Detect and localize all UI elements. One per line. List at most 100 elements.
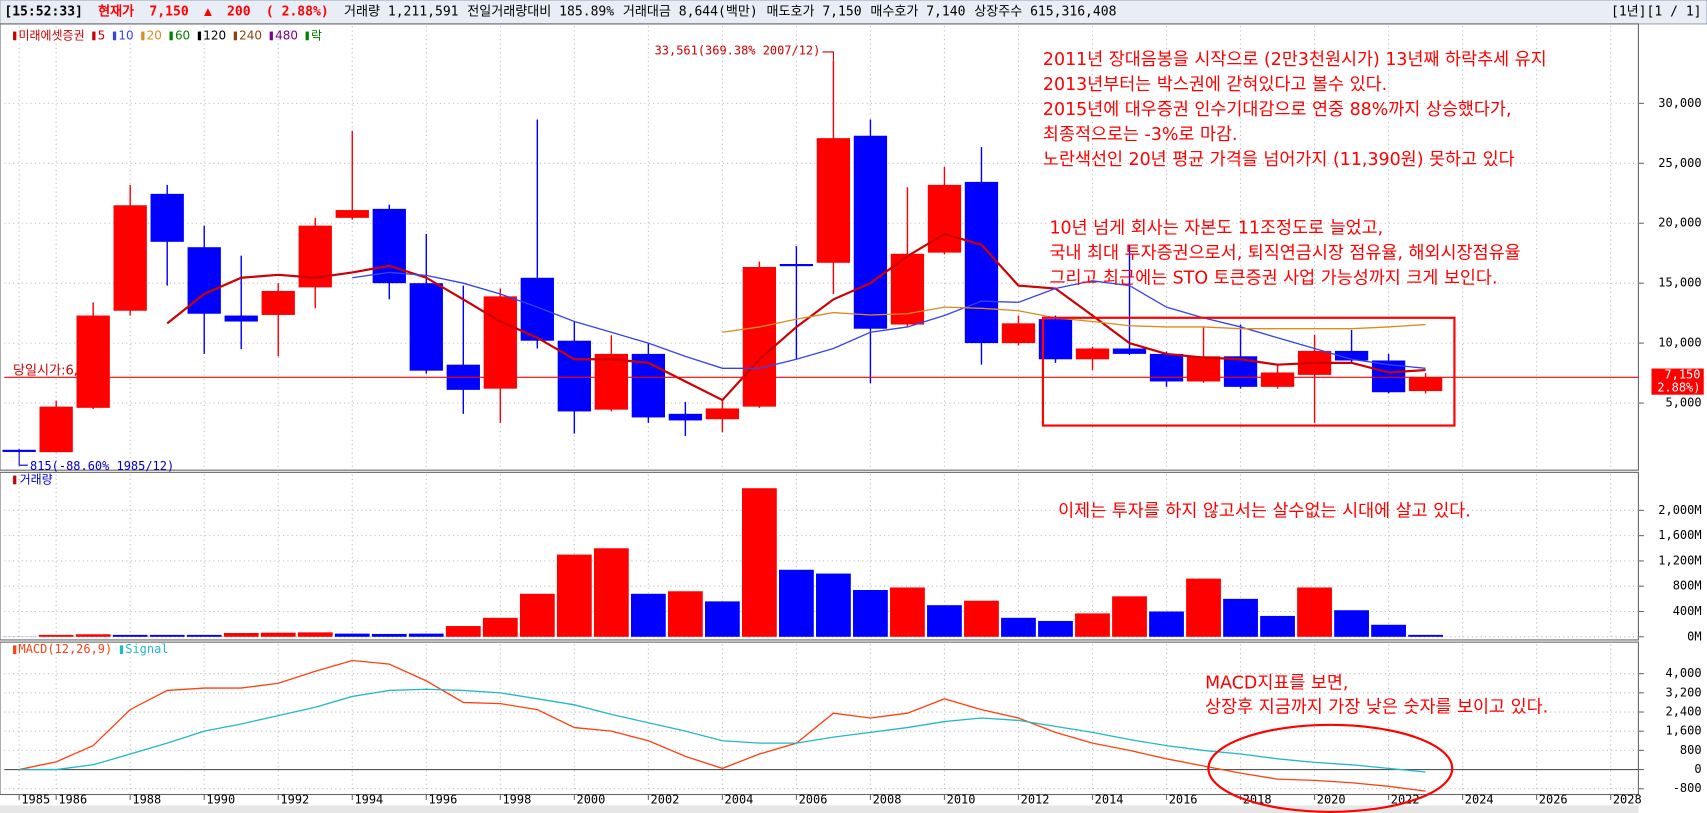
header-text: 200 — [227, 4, 251, 19]
volume-bar — [667, 591, 703, 637]
volume-bar — [186, 634, 222, 637]
high-label: 33,561(369.38% 2007/12) — [655, 43, 821, 57]
candle-body — [1038, 319, 1073, 360]
volume-bar — [260, 632, 296, 637]
x-tick-label: 1985 — [21, 792, 50, 806]
y-tick-label: 5,000 — [1666, 396, 1702, 410]
candle-body — [927, 184, 962, 253]
candle-body — [779, 263, 814, 267]
series-line — [19, 659, 1426, 792]
header-text: ▲ — [204, 4, 212, 19]
low-label: 815(-88.60% 1985/12) — [30, 459, 174, 473]
legend-swatch — [13, 475, 17, 485]
series-line — [19, 688, 1426, 773]
volume-bar — [1149, 611, 1184, 637]
y-tick-label: 30,000 — [1658, 96, 1701, 110]
y-tick-label: 800 — [1680, 743, 1702, 757]
volume-bar — [149, 634, 185, 637]
volume-bar — [1371, 624, 1406, 637]
candle-body — [2, 449, 36, 452]
legend-label: 5 — [98, 28, 106, 42]
legend-swatch — [112, 31, 117, 41]
volume-bar — [890, 587, 925, 637]
x-tick-label: 1992 — [280, 792, 309, 806]
volume-bar — [779, 569, 814, 637]
volume-bar — [1260, 615, 1295, 637]
y-tick-label: 800M — [1673, 579, 1702, 593]
x-tick-label: 1990 — [206, 792, 235, 806]
candle-body — [483, 296, 517, 389]
volume-bar — [964, 600, 999, 637]
low-pointer — [18, 453, 28, 466]
x-tick-label: 2024 — [1465, 792, 1494, 806]
candle-body — [113, 205, 147, 311]
header-item: 전일거래량대비 185.89% — [467, 4, 614, 19]
annotation: 노란색선인 20년 평균 가격을 넘어가지 (11,390원) 못하고 있다 — [1043, 150, 1515, 170]
volume-bar — [816, 573, 851, 637]
candle-body — [224, 315, 258, 322]
legend-swatch — [13, 645, 17, 655]
legend-swatch — [269, 31, 273, 41]
candle-body — [76, 315, 110, 408]
header-item: 매수호가 7,140 — [870, 4, 965, 19]
candle-body — [409, 283, 443, 371]
volume-bar — [371, 633, 407, 637]
candle-body — [372, 208, 406, 284]
y-tick-label: 1,600M — [1658, 528, 1701, 542]
volume-bar — [704, 601, 740, 637]
legend-label: Signal — [125, 642, 168, 656]
header-item: 거래대금 8,644(백만) — [623, 4, 758, 19]
volume-bar — [741, 488, 777, 637]
y-tick-label: 400M — [1673, 604, 1702, 618]
volume-bar — [75, 634, 111, 637]
candle-body — [853, 135, 888, 329]
candle-body — [150, 193, 184, 242]
candle-body — [1408, 377, 1443, 392]
volume-bar — [853, 590, 888, 637]
x-tick-label: 2026 — [1539, 792, 1568, 806]
legend-label: 락 — [311, 28, 322, 42]
x-tick-label: 2014 — [1095, 792, 1124, 806]
annotation: 상장후 지금까지 가장 낮은 숫자를 보이고 있다. — [1205, 697, 1548, 717]
y-tick-label: 25,000 — [1658, 156, 1701, 170]
legend-swatch — [119, 645, 124, 655]
volume-bar — [1112, 596, 1147, 637]
header-period: [1년][1 / 1] — [1611, 4, 1702, 19]
annotation: 이제는 투자를 하지 않고서는 살수없는 시대에 살고 있다. — [1058, 502, 1471, 522]
legend-label: 240 — [239, 28, 262, 42]
candle-body — [520, 277, 554, 341]
legend-swatch — [197, 31, 202, 41]
volume-bar — [593, 548, 629, 637]
y-tick-label: 15,000 — [1658, 276, 1701, 290]
legend-label: 10 — [118, 28, 133, 42]
candle-body — [39, 406, 73, 453]
volume-bar — [1001, 617, 1036, 637]
header-item: 상장주수 615,316,408 — [974, 4, 1116, 19]
volume-bar — [927, 605, 962, 637]
panel-title: 거래량 — [20, 472, 53, 486]
volume-bar — [408, 633, 444, 637]
macd-panel — [0, 641, 1639, 796]
candle-body — [668, 413, 703, 421]
y-tick-label: 2,000M — [1658, 503, 1701, 517]
volume-bar — [1038, 620, 1073, 637]
y-tick-label: 4,000 — [1666, 666, 1702, 680]
legend-label: 120 — [203, 28, 226, 42]
x-tick-label: 1998 — [502, 792, 531, 806]
annotation: 2015년에 대우증권 인수기대감으로 연중 88%까지 상승했다가, — [1043, 100, 1512, 120]
legend-swatch — [169, 31, 173, 41]
scrollbar — [0, 805, 1639, 813]
header-text: ( 2.88%) — [266, 4, 329, 19]
candle-body — [742, 266, 777, 407]
volume-bar — [1186, 578, 1221, 637]
price-tag — [1651, 368, 1704, 395]
legend-label: 미래에셋증권 — [19, 28, 85, 42]
legend-swatch — [13, 31, 17, 41]
candle-body — [1075, 348, 1110, 360]
candle-body — [261, 290, 295, 315]
annotation: MACD지표를 보면, — [1205, 673, 1348, 693]
annotation: 2013년부터는 박스권에 갇혀있다고 볼수 있다. — [1043, 75, 1387, 95]
y-tick-label: -800 — [1673, 781, 1702, 795]
candle-body — [594, 353, 628, 410]
